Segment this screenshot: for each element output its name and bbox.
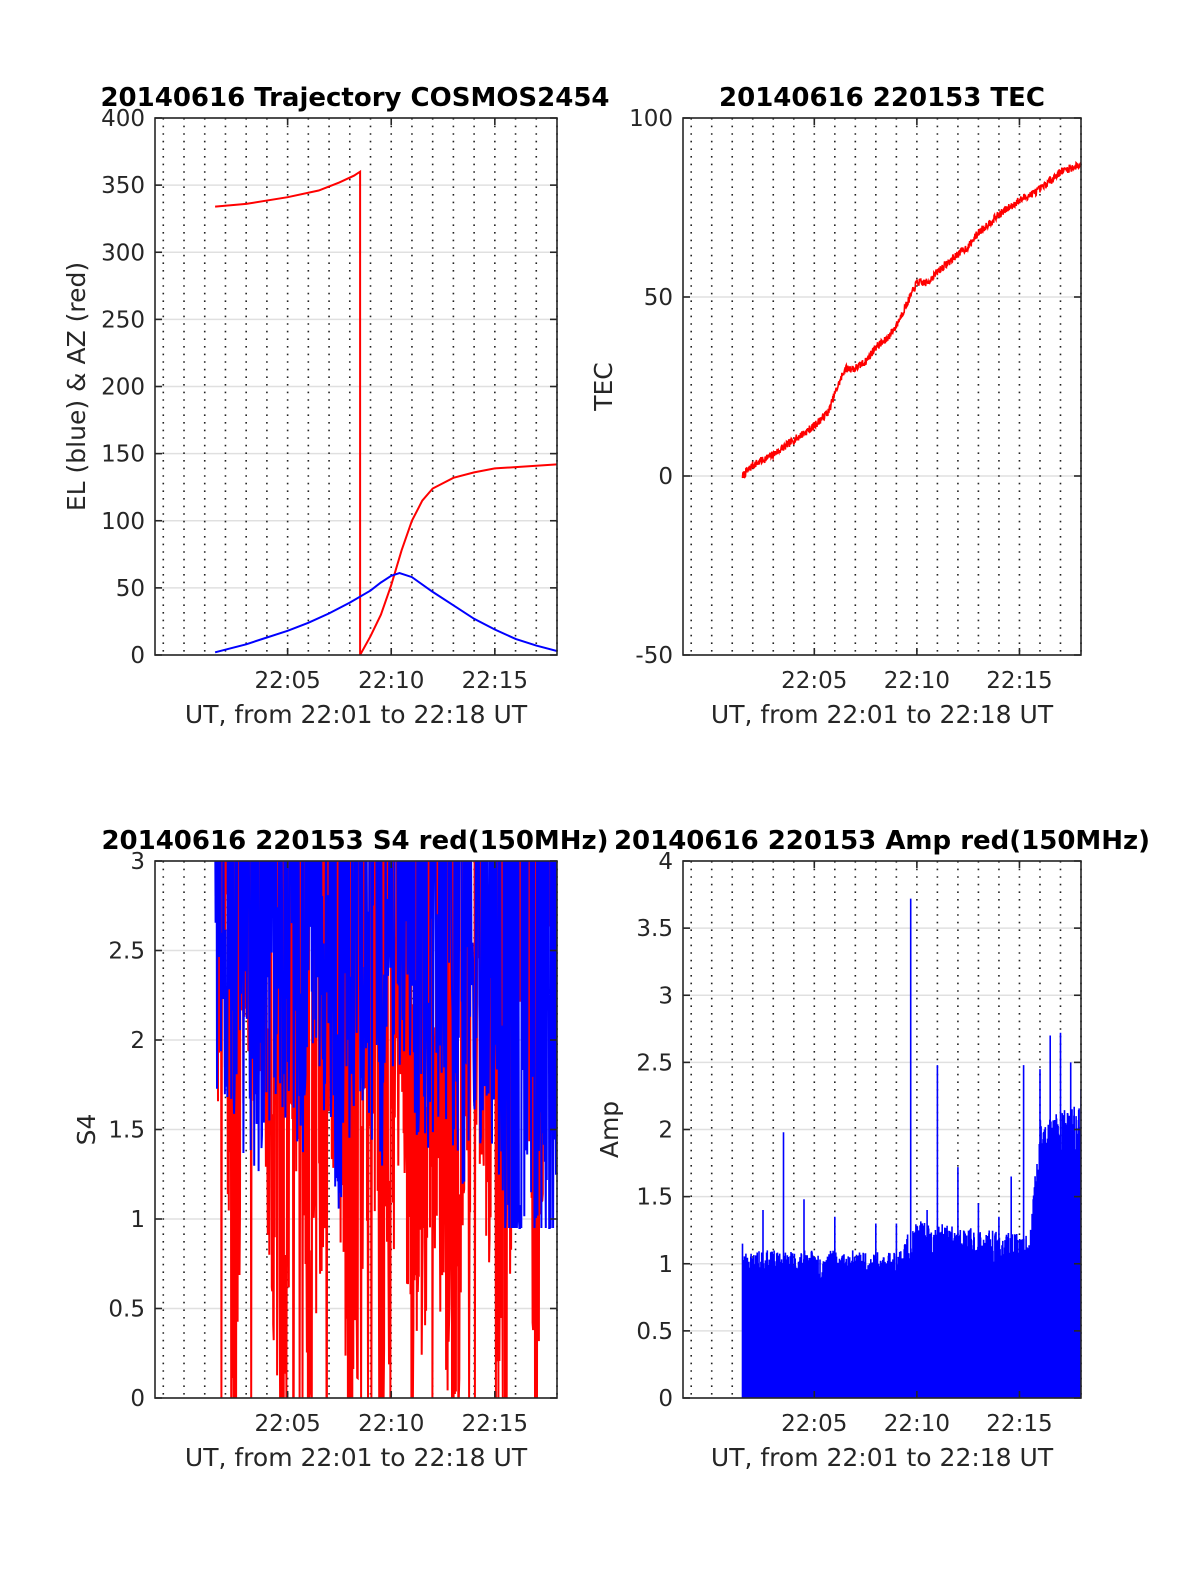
- series-group: [741, 160, 1081, 479]
- y-tick-label: 1.5: [636, 1185, 673, 1211]
- y-tick-label: 3.5: [636, 916, 673, 942]
- y-tick-label: 100: [101, 509, 145, 535]
- x-tick-label: 22:10: [884, 1411, 950, 1437]
- series-line-blue: [741, 898, 1081, 1398]
- y-tick-label: 3: [130, 849, 145, 875]
- y-axis-label: EL (blue) & AZ (red): [62, 262, 91, 511]
- y-tick-label: 1.5: [108, 1118, 145, 1144]
- series-line-blue: [214, 572, 557, 654]
- y-tick-label: 0.5: [108, 1297, 145, 1323]
- x-tick-label: 22:15: [462, 668, 528, 694]
- x-tick-label: 22:15: [986, 1411, 1052, 1437]
- x-tick-label: 22:10: [358, 1411, 424, 1437]
- series-group: [214, 169, 557, 655]
- y-tick-label: 0: [130, 643, 145, 669]
- y-axis-label: TEC: [589, 362, 618, 412]
- x-tick-label: 22:15: [462, 1411, 528, 1437]
- chart-title: 20140616 220153 TEC: [719, 83, 1045, 113]
- y-tick-label: 2: [130, 1028, 145, 1054]
- y-tick-label: 250: [101, 307, 145, 333]
- chart-s4: 0 0.5 1 1.5 2 2.5 3 22:05 22:10 22:15 20140616 220…: [72, 826, 609, 1472]
- y-tick-label: 1: [130, 1207, 145, 1233]
- x-tick-label: 22:05: [254, 668, 320, 694]
- x-axis-label: UT, from 22:01 to 22:18 UT: [185, 1443, 528, 1472]
- chart-trajectory: 0 50 100 150 200 250 300 350 400 22:05 22:10 22:15 2…: [62, 83, 610, 729]
- y-tick-label: 0: [130, 1386, 145, 1412]
- y-axis-label: Amp: [595, 1101, 624, 1158]
- x-tick-label: 22:15: [986, 668, 1052, 694]
- x-tick-label: 22:05: [781, 668, 847, 694]
- y-tick-label: 0: [658, 464, 673, 490]
- y-tick-label: 2.5: [108, 939, 145, 965]
- y-tick-label: 150: [101, 442, 145, 468]
- y-tick-label: 400: [101, 106, 145, 132]
- axes-box: [682, 117, 1082, 656]
- x-tick-label: 22:05: [254, 1411, 320, 1437]
- series-line-red: [215, 169, 557, 655]
- y-axis-label: S4: [72, 1114, 101, 1146]
- series-group: [741, 898, 1081, 1398]
- y-tick-label: 100: [629, 106, 673, 132]
- y-tick-label: 4: [658, 849, 673, 875]
- y-tick-label: 350: [101, 173, 145, 199]
- x-tick-label: 22:10: [358, 668, 424, 694]
- y-tick-label: 200: [101, 375, 145, 401]
- x-axis-label: UT, from 22:01 to 22:18 UT: [711, 700, 1054, 729]
- y-tick-label: 0.5: [636, 1319, 673, 1345]
- x-tick-label: 22:10: [884, 668, 950, 694]
- chart-title: 20140616 Trajectory COSMOS2454: [100, 83, 609, 113]
- chart-amp: 0 0.5 1 1.5 2 2.5 3 3.5 4 22:05 22:10 22:15 20140616…: [595, 826, 1150, 1472]
- series-group: [214, 861, 557, 1398]
- chart-title: 20140616 220153 Amp red(150MHz): [614, 826, 1150, 856]
- y-tick-label: 3: [658, 983, 673, 1009]
- y-tick-label: 50: [644, 285, 673, 311]
- y-tick-label: 0: [658, 1386, 673, 1412]
- y-tick-label: -50: [635, 643, 673, 669]
- x-tick-label: 22:05: [781, 1411, 847, 1437]
- series-line-red: [741, 160, 1081, 479]
- chart-title: 20140616 220153 S4 red(150MHz): [101, 826, 608, 856]
- y-tick-label: 300: [101, 240, 145, 266]
- y-tick-label: 2: [658, 1118, 673, 1144]
- chart-tec: -50 0 50 100 22:05 22:10 22:15 20140616 220153 …: [589, 83, 1082, 729]
- y-tick-label: 1: [658, 1252, 673, 1278]
- y-tick-label: 2.5: [636, 1050, 673, 1076]
- y-tick-label: 50: [116, 576, 145, 602]
- x-axis-label: UT, from 22:01 to 22:18 UT: [185, 700, 528, 729]
- series-line-blue: [214, 861, 557, 1229]
- x-axis-label: UT, from 22:01 to 22:18 UT: [711, 1443, 1054, 1472]
